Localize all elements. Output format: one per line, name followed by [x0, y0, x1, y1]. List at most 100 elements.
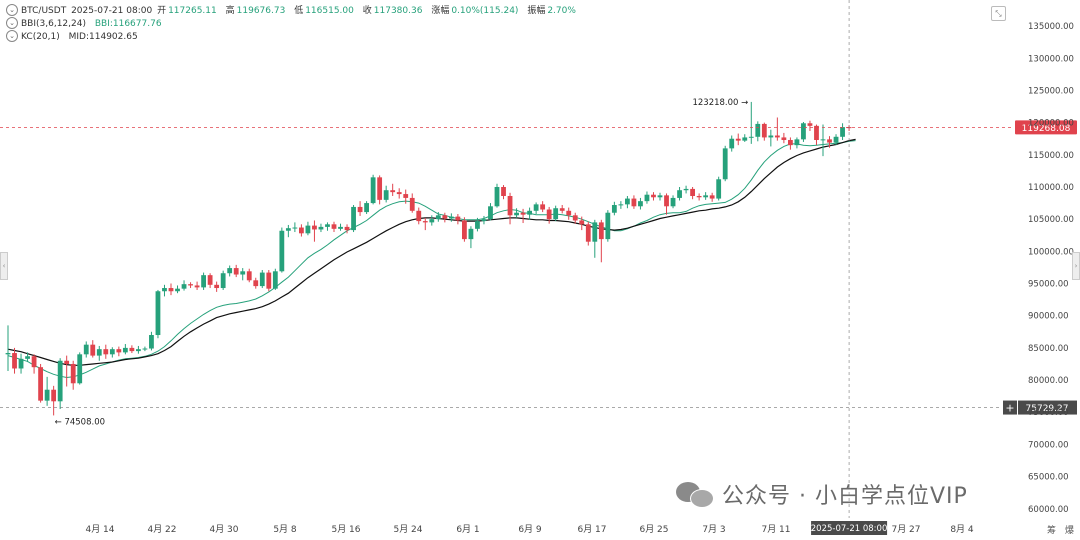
candle	[520, 208, 526, 224]
candle-body	[833, 136, 839, 143]
candle	[631, 195, 637, 209]
candle-body	[690, 188, 695, 196]
candle-body	[827, 139, 832, 143]
candle	[240, 268, 246, 281]
candle	[488, 203, 493, 221]
candle	[279, 227, 285, 273]
candle-body	[338, 226, 343, 229]
candle-body	[149, 335, 154, 349]
candle-body	[351, 206, 356, 231]
candle	[690, 186, 695, 200]
candle	[77, 352, 83, 385]
candle	[253, 277, 259, 289]
crosshair-price-value: 75729.27	[1026, 404, 1069, 414]
candle	[605, 210, 611, 242]
candle-body	[227, 268, 233, 274]
candle-body	[409, 197, 415, 211]
candle-body	[129, 347, 135, 352]
right-panel-toggle-icon[interactable]: ›	[1072, 252, 1080, 280]
candle	[305, 221, 311, 236]
candle	[442, 212, 448, 223]
candle	[527, 207, 532, 220]
candle-body	[625, 198, 630, 205]
candle-body	[214, 284, 220, 289]
y-tick-label: 105000.00	[1028, 215, 1074, 225]
candle-body	[455, 216, 461, 221]
low-label: 低	[294, 5, 304, 16]
expand-icon[interactable]: ⤡	[991, 6, 1006, 21]
chevron-down-icon[interactable]: ⌄	[6, 17, 18, 29]
candle	[507, 192, 513, 225]
candle	[611, 201, 617, 216]
candle-body	[481, 219, 487, 222]
chips-button[interactable]: 筹	[1047, 526, 1057, 536]
kc-value: MID:114902.65	[68, 31, 138, 42]
candle	[696, 193, 702, 201]
x-tick-label: 4月 22	[147, 524, 176, 535]
candle	[748, 101, 754, 144]
candle	[207, 273, 213, 289]
candle-body	[390, 190, 396, 193]
candle-body	[259, 272, 265, 287]
candle	[566, 207, 572, 220]
candle-body	[566, 210, 572, 216]
candle-body	[761, 123, 767, 138]
x-tick-label: 4月 14	[85, 524, 114, 535]
candle-body	[755, 123, 761, 137]
y-tick-label: 125000.00	[1028, 86, 1074, 96]
candle	[416, 207, 422, 225]
left-panel-toggle-icon[interactable]: ‹	[0, 252, 8, 280]
candle-body	[618, 204, 624, 206]
candle-body	[188, 284, 193, 286]
add-alert-button	[1003, 400, 1017, 415]
candle-body	[611, 205, 617, 213]
x-tick-label: 6月 1	[456, 524, 479, 535]
candle-body	[253, 280, 259, 287]
x-tick-label: 7月 27	[891, 524, 920, 535]
candle	[51, 385, 57, 416]
candle	[435, 212, 441, 222]
candle-body	[12, 353, 17, 369]
y-tick-label: 95000.00	[1028, 280, 1069, 290]
candle	[233, 264, 239, 278]
time-axis: 4月 14 4月 22 4月 30 5月 8 5月 16 5月 24 6月 1 6月 9 6月 …	[85, 524, 973, 535]
candle	[781, 132, 787, 144]
chevron-down-icon[interactable]: ⌄	[6, 4, 18, 16]
candle-body	[840, 127, 845, 137]
candle-body	[25, 356, 30, 359]
close-value: 117380.36	[373, 5, 423, 16]
crosshair-time-value: 2025-07-21 08:00	[811, 524, 888, 534]
candle	[103, 344, 109, 359]
bbi-name[interactable]: BBI(3,6,12,24)	[21, 18, 86, 29]
candle-body	[683, 188, 689, 191]
candle-body	[748, 136, 754, 138]
candle	[742, 134, 748, 142]
candle-body	[494, 186, 500, 207]
candle-body	[644, 194, 650, 202]
liquidation-button[interactable]: 爆	[1065, 526, 1075, 536]
y-tick-label: 60000.00	[1028, 505, 1069, 515]
candle	[403, 189, 409, 204]
candle	[31, 354, 37, 374]
candle	[25, 352, 30, 363]
candle	[553, 205, 559, 222]
candle-body	[64, 360, 70, 364]
candle	[201, 272, 206, 290]
candle	[422, 217, 428, 231]
candle	[364, 201, 369, 215]
y-tick-label: 90000.00	[1028, 312, 1069, 322]
candle	[722, 145, 728, 182]
candle	[448, 213, 454, 222]
candle	[18, 353, 24, 374]
candle	[716, 176, 722, 201]
wechat-logo-icon	[676, 480, 714, 508]
chevron-down-icon[interactable]: ⌄	[6, 30, 18, 42]
candle-body	[318, 226, 324, 230]
candle	[90, 340, 96, 358]
candle	[227, 265, 233, 277]
kc-name[interactable]: KC(20,1)	[21, 31, 60, 42]
x-tick-label: 7月 3	[702, 524, 725, 535]
candle	[540, 201, 546, 213]
candle	[383, 185, 389, 203]
